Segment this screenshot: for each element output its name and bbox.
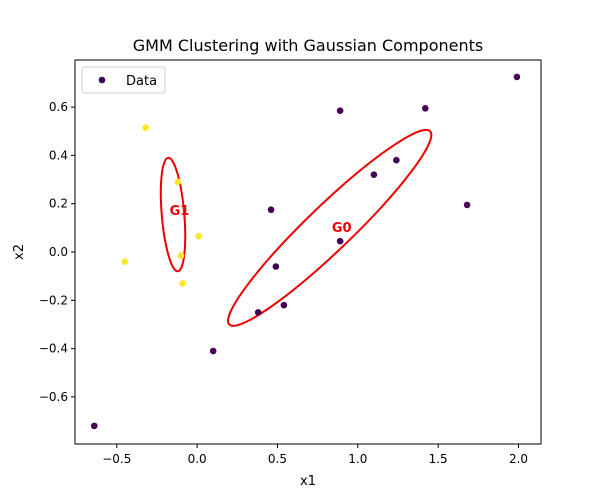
y-tick-label: 0.6 [49,100,68,114]
x-tick-label: 1.0 [348,452,367,466]
x-tick-label: 0.0 [188,452,207,466]
y-axis: −0.6 −0.4 −0.2 0.0 0.2 0.4 0.6 [39,100,75,404]
data-point [422,105,429,112]
legend-box [81,66,166,94]
x-tick-label: −0.5 [102,452,131,466]
plot-area: G0 G1 [90,73,521,430]
legend-marker [98,76,106,84]
x-axis-label: x1 [300,474,316,489]
data-point [513,73,521,81]
data-point [280,301,288,309]
chart-title: GMM Clustering with Gaussian Components [133,36,483,55]
data-point [209,347,217,355]
legend: Data [81,66,166,94]
data-point [272,263,280,270]
data-point [393,156,400,164]
gaussian-component-ellipse-0 [227,128,433,327]
data-point [463,201,471,209]
data-point [336,107,344,115]
y-tick-label: 0.4 [49,148,68,162]
x-tick-label: 0.5 [268,452,287,466]
data-point [90,422,98,430]
data-point [370,171,378,179]
data-point [254,309,262,316]
data-point [179,280,186,287]
data-point [195,233,203,240]
y-axis-label: x2 [12,244,27,260]
y-tick-label: 0.0 [49,245,68,259]
y-tick-label: −0.2 [39,293,68,307]
data-point [121,258,129,265]
y-tick-label: 0.2 [49,197,68,211]
x-axis: −0.5 0.0 0.5 1.0 1.5 2.0 [102,444,528,466]
x-tick-label: 1.5 [429,452,448,466]
data-point [336,237,344,245]
y-tick-label: −0.6 [39,390,68,404]
gaussian-component-ellipse-1 [159,156,187,273]
component-label-0: G0 [332,221,352,236]
legend-label: Data [126,74,157,89]
x-tick-label: 2.0 [509,452,528,466]
data-point [267,206,275,214]
component-label-1: G1 [170,204,190,219]
data-point [142,124,150,131]
data-point [174,178,182,186]
y-tick-label: −0.4 [39,342,68,356]
data-point [177,252,185,259]
